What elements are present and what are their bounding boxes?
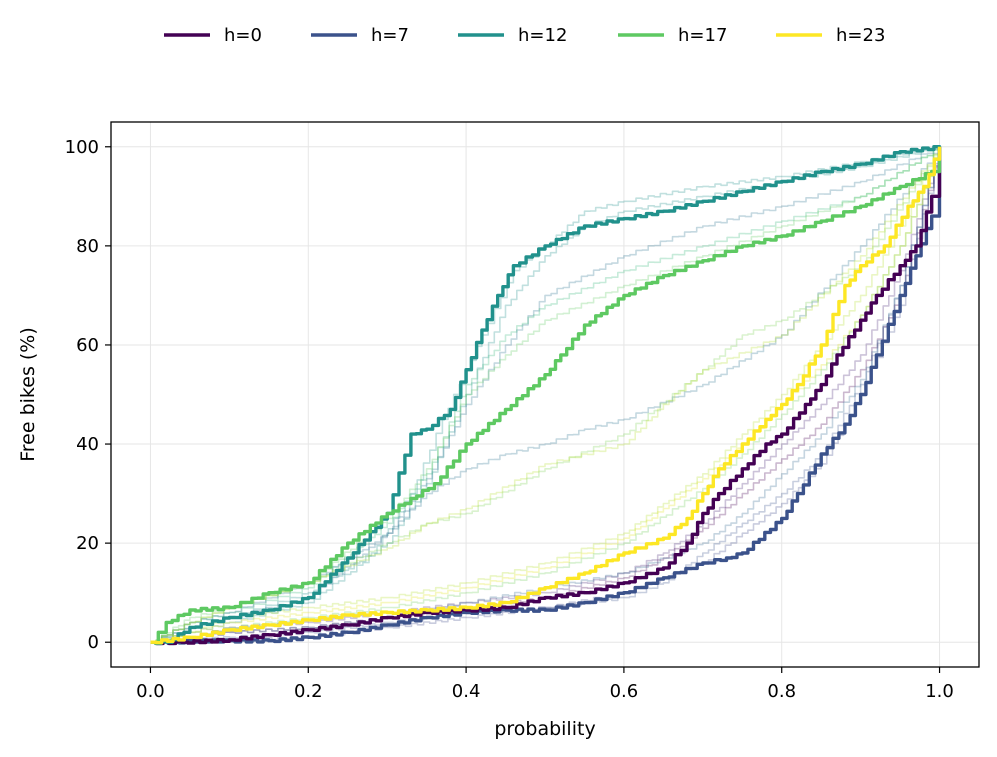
series-line-h23	[150, 146, 942, 645]
legend-entry-h23: h=23	[776, 25, 885, 46]
legend-label: h=0	[224, 25, 262, 46]
y-tick-label: 20	[76, 533, 99, 554]
series-line-h7	[150, 146, 942, 646]
background-line	[150, 146, 941, 644]
series-line-h17	[150, 146, 942, 644]
y-tick-label: 0	[88, 632, 99, 653]
legend-entry-h0: h=0	[164, 25, 262, 46]
legend-label: h=23	[836, 25, 885, 46]
legend-label: h=7	[371, 25, 409, 46]
x-tick-label: 0.8	[767, 681, 796, 702]
legend: h=0 h=7 h=12 h=17 h=23	[164, 25, 885, 46]
x-axis-label: probability	[494, 718, 595, 740]
legend-label: h=17	[678, 25, 727, 46]
background-line	[150, 146, 941, 643]
y-axis-ticks: 0 20 40 60 80 100	[65, 137, 111, 653]
background-line	[150, 146, 941, 643]
x-tick-label: 1.0	[925, 681, 954, 702]
x-tick-label: 0.4	[452, 681, 481, 702]
legend-label: h=12	[518, 25, 567, 46]
series-line-h0	[150, 146, 942, 646]
x-axis-ticks: 0.0 0.2 0.4 0.6 0.8 1.0	[136, 667, 954, 702]
series-line-h12	[150, 145, 942, 646]
y-tick-label: 100	[65, 137, 99, 158]
y-tick-label: 60	[76, 335, 99, 356]
y-tick-label: 80	[76, 236, 99, 257]
legend-entry-h17: h=17	[618, 25, 727, 46]
plot-frame	[110, 121, 980, 668]
legend-entry-h7: h=7	[311, 25, 409, 46]
background-line	[150, 146, 941, 643]
grid	[111, 122, 979, 667]
y-axis-label: Free bikes (%)	[17, 327, 39, 462]
x-tick-label: 0.2	[294, 681, 323, 702]
legend-entry-h12: h=12	[458, 25, 567, 46]
main-lines	[150, 145, 942, 646]
x-tick-label: 0.0	[136, 681, 165, 702]
x-tick-label: 0.6	[610, 681, 639, 702]
y-tick-label: 40	[76, 434, 99, 455]
